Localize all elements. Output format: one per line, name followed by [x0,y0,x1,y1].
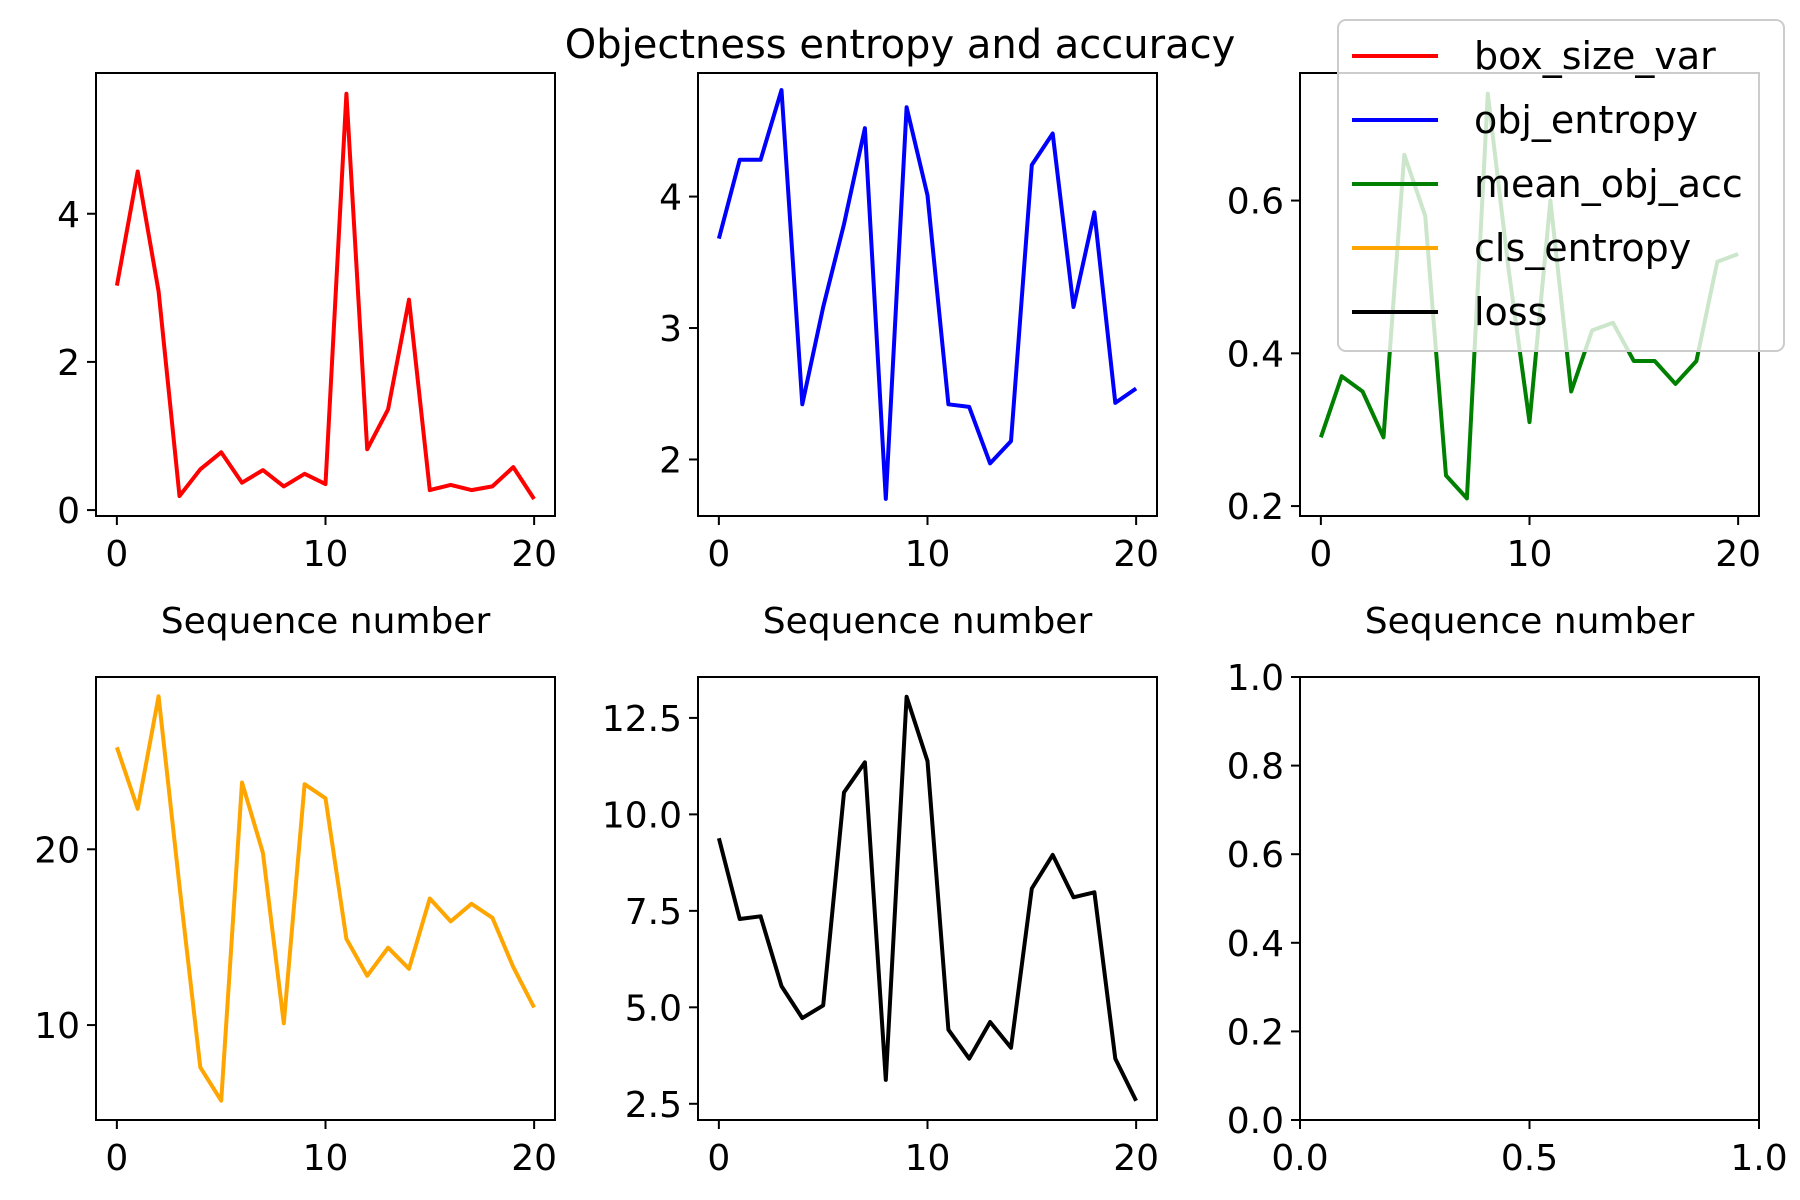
subplot-6: 0.0 0.5 1.0 0.0 0.2 0.4 0.6 0.8 1.0 [1227,658,1788,1179]
legend-label-box_size_var: box_size_var [1474,34,1716,78]
x-axis-label: Sequence number [763,601,1093,642]
series-line-cls_entropy [115,694,536,1103]
y-tick-label: 4 [659,178,682,219]
series-line-box_size_var [114,91,536,501]
y-tick-label: 0.6 [1227,835,1284,876]
y-tick-label: 0.2 [1227,1012,1284,1053]
y-tick-label: 0.8 [1227,747,1284,788]
x-tick-label: 10 [303,534,349,575]
y-tick-label: 2 [57,343,80,384]
y-tick-label: 10.0 [602,795,682,836]
y-tick-label: 3 [659,309,682,350]
x-tick-label: 20 [1113,534,1159,575]
legend-label-cls_entropy: cls_entropy [1474,226,1691,270]
legend: box_size_var obj_entropy mean_obj_acc cls_e… [1337,19,1785,352]
y-tick-label: 2.5 [625,1085,682,1126]
subplot-4: 0 10 20 10 20 [34,676,557,1179]
legend-box [1337,19,1785,352]
x-tick-label: 0 [707,534,730,575]
x-tick-label: 0 [707,1138,730,1179]
y-tick-label: 0 [57,491,80,532]
x-tick-label: 0.0 [1271,1138,1328,1179]
figure-title: Objectness entropy and accuracy [565,22,1236,68]
x-tick-label: 20 [1715,534,1761,575]
x-tick-label: 10 [1507,534,1553,575]
y-tick-label: 0.0 [1227,1101,1284,1142]
y-tick-label: 5.0 [625,988,682,1029]
subplot-3: 0 10 20 0.2 0.4 0.6 Sequence number [1227,72,1761,642]
legend-label-loss: loss [1474,290,1547,334]
y-tick-label: 4 [57,195,80,236]
x-tick-label: 0 [105,1138,128,1179]
legend-label-mean_obj_acc: mean_obj_acc [1474,162,1743,206]
subplot-2: 0 10 20 2 3 4 Sequence number [659,72,1159,642]
series-line-loss [716,694,1138,1102]
y-tick-label: 0.2 [1227,487,1284,528]
y-tick-label: 12.5 [602,699,682,740]
x-tick-label: 10 [905,1138,951,1179]
y-tick-label: 1.0 [1227,658,1284,699]
x-axis-label: Sequence number [161,601,491,642]
x-tick-label: 20 [511,1138,557,1179]
x-tick-label: 0 [105,534,128,575]
y-tick-label: 10 [34,1006,80,1047]
x-tick-label: 20 [511,534,557,575]
x-tick-label: 1.0 [1730,1138,1787,1179]
x-tick-label: 0.5 [1501,1138,1558,1179]
x-axis-label: Sequence number [1365,601,1695,642]
x-tick-label: 0 [1309,534,1332,575]
y-tick-label: 0.6 [1227,182,1284,223]
subplots: 0 10 20 0 2 4 Sequence number 0 10 20 2 3 4 Sequence … [34,72,1788,1179]
y-tick-label: 7.5 [625,892,682,933]
y-tick-label: 0.4 [1227,334,1284,375]
x-tick-label: 20 [1113,1138,1159,1179]
legend-label-obj_entropy: obj_entropy [1474,98,1698,142]
y-tick-label: 2 [659,440,682,481]
y-tick-label: 20 [34,830,80,871]
subplot-1: 0 10 20 0 2 4 Sequence number [57,72,557,642]
x-tick-label: 10 [303,1138,349,1179]
x-tick-label: 10 [905,534,951,575]
subplot-5: 0 10 20 2.5 5.0 7.5 10.0 12.5 [602,676,1159,1179]
series-line-obj_entropy [716,88,1138,501]
y-tick-label: 0.4 [1227,924,1284,965]
